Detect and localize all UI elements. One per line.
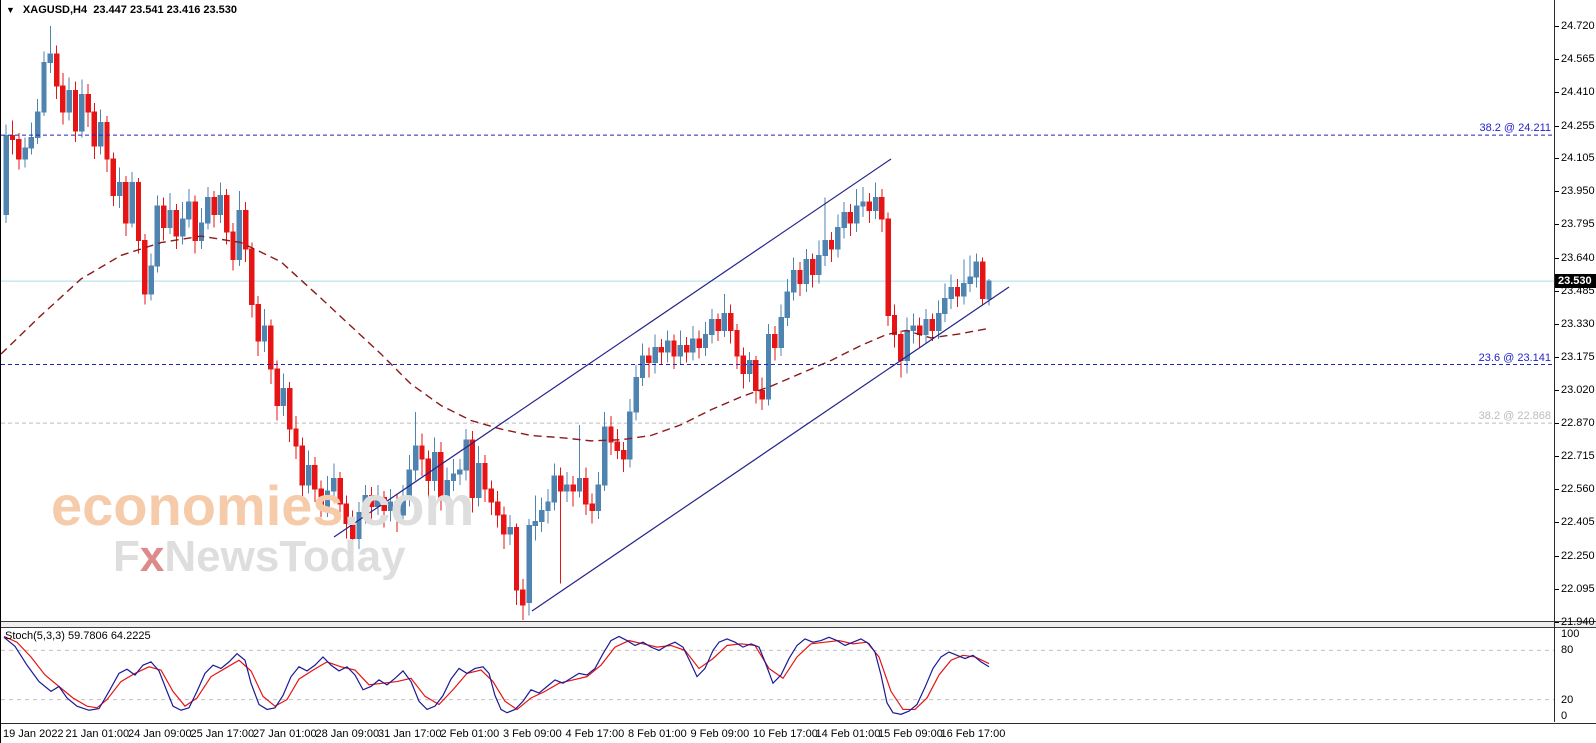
time-axis-label: 4 Feb 17:00 [565,728,625,740]
price-axis-label: 21.940 [1561,616,1595,629]
current-price-tag: 23.530 [1555,274,1596,289]
stochastic-header: Stoch(5,3,3) 59.7806 64.2225 [5,630,151,642]
ohlc-header: ▼ XAGUSD,H4 23.447 23.541 23.416 23.530 [6,4,237,16]
price-axis-label: 23.795 [1561,218,1595,231]
high-value: 23.541 [129,4,164,16]
time-axis-label: 16 Feb 17:00 [940,728,1006,740]
price-axis-tick [1555,157,1559,159]
price-axis-label: 24.255 [1561,119,1595,132]
price-axis-label: 22.405 [1561,516,1595,529]
panel-separator[interactable] [1,621,1596,628]
price-axis-label: 22.250 [1561,549,1595,562]
symbol-dropdown-icon[interactable]: ▼ [6,5,15,15]
price-axis-tick [1555,489,1559,491]
price-axis-tick [1555,257,1559,259]
price-axis-tick [1555,191,1559,193]
price-axis[interactable]: 24.720 24.565 24.410 24.255 24.105 23.950 23.7… [1555,0,1596,722]
time-axis-label: 27 Jan 01:00 [253,728,317,740]
watermark-x-mark: x [139,532,165,581]
time-axis-label: 28 Jan 09:00 [315,728,380,740]
price-axis-tick [1555,125,1559,127]
time-axis-label: 21 Jan 01:00 [65,728,130,740]
price-axis-label: 24.720 [1561,20,1595,32]
price-axis-tick [1555,522,1559,524]
price-axis-tick [1555,455,1559,457]
time-axis-label: 31 Jan 17:00 [378,728,442,740]
watermark-brand-main: economies [51,474,344,537]
time-axis-label: 24 Jan 09:00 [128,728,192,740]
price-axis-label: 22.560 [1561,483,1595,496]
time-axis-label: 25 Jan 17:00 [190,728,255,740]
time-axis-label: 14 Feb 01:00 [815,728,881,740]
price-axis-label: 23.330 [1561,318,1595,331]
low-value: 23.416 [166,4,201,16]
price-axis-tick [1555,555,1559,557]
level-label: 23.6 @ 23.141 [1478,351,1551,364]
close-value: 23.530 [203,4,238,16]
price-axis-label: 23.640 [1561,251,1595,264]
time-axis-label: 15 Feb 09:00 [878,728,943,740]
price-axis-label: 22.870 [1561,416,1595,429]
main-chart-surface[interactable] [1,0,1554,622]
level-label: 38.2 @ 24.211 [1479,122,1551,135]
price-axis-tick [1555,357,1559,359]
price-axis-label: 24.565 [1561,53,1595,66]
stoch-axis-label: 20 [1561,693,1574,706]
time-axis-label: 2 Feb 01:00 [440,728,500,740]
price-axis-tick [1555,224,1559,226]
price-axis-label: 22.095 [1561,582,1595,595]
stochastic-main-value: 59.7806 [67,630,108,642]
price-axis-tick [1555,622,1559,624]
price-axis-tick [1555,92,1559,94]
price-axis-tick [1555,390,1559,392]
time-axis-label: 9 Feb 09:00 [690,728,750,740]
stoch-axis-label: 100 [1561,628,1580,640]
price-axis-tick [1555,26,1559,27]
price-axis-tick [1555,588,1559,590]
price-axis-tick [1555,324,1559,326]
price-axis-label: 23.950 [1561,185,1595,198]
level-label: 38.2 @ 22.868 [1478,410,1551,423]
watermark-subbrand: FxNewsToday [113,532,406,581]
watermark-brand-suffix: .com [343,474,475,537]
time-axis-label: 19 Jan 2022 [3,728,64,740]
time-axis[interactable]: 19 Jan 2022 21 Jan 01:00 24 Jan 09:00 25 Ja… [1,723,1596,743]
price-axis-label: 24.410 [1561,86,1595,99]
stochastic-name: Stoch(5,3,3) [5,630,65,642]
price-axis-label: 23.020 [1561,384,1595,397]
price-axis-tick [1555,422,1559,424]
stoch-axis-label: 80 [1561,644,1574,657]
price-axis-label: 23.175 [1561,351,1595,364]
watermark-brand: economies.com [51,478,474,534]
stochastic-signal-value: 64.2225 [110,630,151,642]
symbol-timeframe-label: XAGUSD,H4 [22,4,88,16]
price-axis-tick [1555,59,1559,61]
price-axis-tick [1555,290,1559,292]
time-axis-label: 8 Feb 01:00 [628,728,687,740]
price-axis-label: 24.105 [1561,151,1595,164]
time-axis-label: 10 Feb 17:00 [753,728,818,740]
stochastic-panel-surface[interactable] [1,627,1554,722]
price-axis-label: 22.715 [1561,449,1595,462]
stoch-axis-label: 0 [1561,710,1568,722]
price-axis-border [1554,0,1555,722]
open-value: 23.447 [93,4,127,16]
watermark: economies.com FxNewsToday [51,478,474,580]
time-axis-label: 3 Feb 09:00 [503,728,562,740]
